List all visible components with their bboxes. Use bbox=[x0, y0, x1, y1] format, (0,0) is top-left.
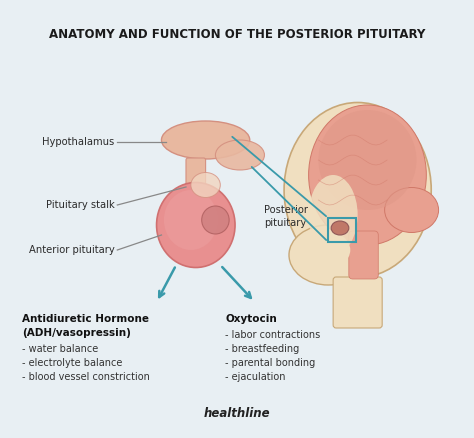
Ellipse shape bbox=[289, 225, 367, 285]
Ellipse shape bbox=[296, 230, 350, 270]
Text: - electrolyte balance: - electrolyte balance bbox=[22, 358, 123, 368]
Ellipse shape bbox=[164, 190, 218, 250]
FancyBboxPatch shape bbox=[333, 277, 382, 328]
Text: ANATOMY AND FUNCTION OF THE POSTERIOR PITUITARY: ANATOMY AND FUNCTION OF THE POSTERIOR PI… bbox=[49, 28, 425, 41]
Text: Posterior
pituitary: Posterior pituitary bbox=[264, 205, 309, 228]
Ellipse shape bbox=[384, 187, 438, 233]
Ellipse shape bbox=[162, 121, 250, 159]
Text: Hypothalamus: Hypothalamus bbox=[42, 137, 114, 147]
Ellipse shape bbox=[309, 175, 358, 255]
Text: Antidiuretic Hormone: Antidiuretic Hormone bbox=[22, 314, 149, 324]
Ellipse shape bbox=[201, 206, 229, 234]
Ellipse shape bbox=[331, 221, 349, 235]
FancyBboxPatch shape bbox=[349, 231, 378, 279]
Text: Pituitary stalk: Pituitary stalk bbox=[46, 200, 114, 210]
Text: - breastfeeding: - breastfeeding bbox=[225, 344, 300, 354]
Text: - ejaculation: - ejaculation bbox=[225, 372, 286, 382]
Text: - parental bonding: - parental bonding bbox=[225, 358, 316, 368]
Ellipse shape bbox=[284, 102, 431, 278]
Ellipse shape bbox=[215, 140, 264, 170]
Text: - blood vessel constriction: - blood vessel constriction bbox=[22, 372, 150, 382]
FancyBboxPatch shape bbox=[186, 158, 206, 192]
Text: Anterior pituitary: Anterior pituitary bbox=[28, 245, 114, 255]
Text: (ADH/vasopressin): (ADH/vasopressin) bbox=[22, 328, 131, 338]
Text: Oxytocin: Oxytocin bbox=[225, 314, 277, 324]
Text: - labor contractions: - labor contractions bbox=[225, 330, 320, 340]
Ellipse shape bbox=[191, 173, 220, 198]
Text: healthline: healthline bbox=[204, 407, 270, 420]
Text: - water balance: - water balance bbox=[22, 344, 99, 354]
Ellipse shape bbox=[319, 110, 417, 210]
Ellipse shape bbox=[156, 183, 235, 268]
Ellipse shape bbox=[309, 105, 426, 245]
